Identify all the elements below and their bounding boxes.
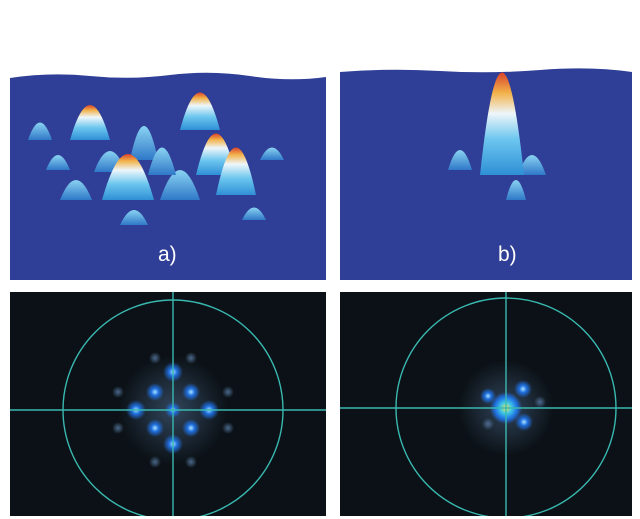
surface-peak-b — [448, 72, 546, 200]
crosshair-b — [340, 292, 632, 516]
panel-a-label: a) — [158, 243, 177, 266]
panel-b-label: b) — [498, 243, 517, 266]
crosshair-a — [10, 292, 326, 516]
panel-b-3d-plot — [340, 0, 632, 280]
panel-a-3d-plot — [10, 0, 326, 280]
panel-a-beam-profile — [10, 292, 326, 516]
panel-b-beam-profile — [340, 292, 632, 516]
surface-peaks-a — [28, 92, 284, 225]
